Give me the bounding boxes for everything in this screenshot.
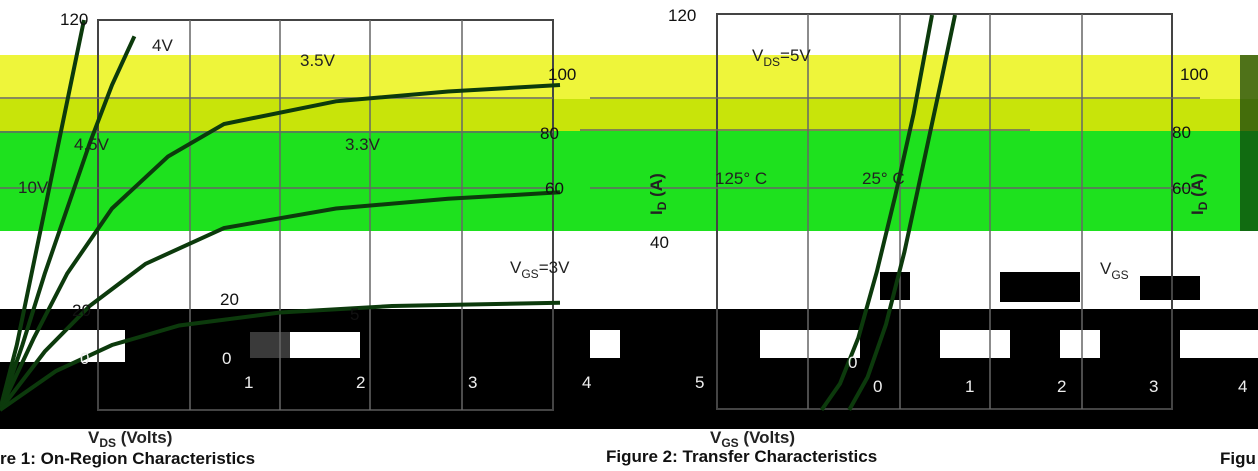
fig2-ylabel-i: I [647,210,666,215]
fig1-curve-label-4v: 4V [152,36,173,55]
fig1-series-line-1 [0,35,137,411]
fig3-curve-strip [1240,55,1258,231]
fig3-vgs-v: V [1100,259,1112,278]
fig3-ylabel-sub: D [1196,201,1210,210]
fig1-series-line-0 [0,19,86,411]
fig3-ylabel-unit: (A) [1188,173,1207,201]
fig1-curve-label-10v: 10V [18,178,49,197]
fig2-xtick: 1 [965,377,974,396]
fig1-series-line-3 [0,190,561,412]
fig2-legend-125c: 125° C [715,169,767,188]
occluder [1180,330,1258,358]
olive-band [0,99,1258,131]
fig1-curve-label-v: V [510,258,522,277]
fig1-xlabel-v: V [88,428,100,447]
fig1-ytick: 20 [72,301,91,320]
occluder [290,332,360,358]
white-bottom-band [0,429,1258,471]
fig2-ylabel-sub: D [655,201,669,210]
fig3-caption: Figu [1220,449,1256,468]
fig1-xtick: 0 [222,349,231,368]
fig1-xtick: 3 [468,373,477,392]
yellow-band [0,55,1258,99]
occluder [940,330,1010,358]
white-top-band [0,0,1258,55]
fig2-xlabel-sub: GS [721,436,738,450]
fig1-series-line-4 [0,300,561,412]
fig1-series-line-2 [0,83,561,411]
fig2-series-line-0 [819,14,934,412]
fig2-vds-sub: DS [763,55,780,69]
fig3-y-axis-title: ID (A) [1188,173,1210,215]
figure-1 [0,19,561,412]
occluder [1000,272,1080,302]
fig1-xlabel-sub: DS [99,436,116,450]
fig3-ytick: 80 [1172,123,1191,142]
fig2-legend-25c: 25° C [862,169,905,188]
occluder [1060,330,1100,358]
fig1-ytick: 0 [80,349,89,368]
fig2-vds-annotation: VDS=5V [752,46,811,69]
fig1-xtick: 2 [356,373,365,392]
fig1-curve-label-3v: VGS=3V [510,258,570,281]
fig2-ytick: 40 [650,233,669,252]
fig1-curve-label-sub: GS [521,267,538,281]
fig2-series-line-1 [847,14,957,411]
figure-2 [580,13,1200,412]
fig2-ytick: 60 [545,179,564,198]
fig1-series-group [0,19,561,412]
fig2-xtick: 5 [350,305,359,324]
fig1-caption: re 1: On-Region Characteristics [0,449,255,468]
fig2-ytick: 20 [220,290,239,309]
fig2-x-axis-title: VGS (Volts) [710,428,795,450]
fig2-ytick: 120 [668,6,696,25]
fig3-vgs-sub: GS [1111,268,1128,282]
fig2-ytick: 0 [848,353,857,372]
fig1-curve-label-4.5v: 4.5V [74,135,110,154]
fig2-y-axis-title: ID (A) [647,173,669,215]
fig3-ytick: 60 [1172,179,1191,198]
fig2-xlabel-unit: (Volts) [739,428,795,447]
fig1-xtick: 5 [695,373,704,392]
fig2-xtick: 4 [1238,377,1247,396]
fig2-vds-value: =5V [780,46,811,65]
fig2-xtick: 3 [1149,377,1158,396]
fig1-curve-label-3.3v: 3.3V [345,135,381,154]
fig1-ytick: 120 [60,10,88,29]
fig2-ytick: 80 [540,124,559,143]
fig2-series-group [819,14,957,412]
fig2-plot-frame [716,13,1173,410]
fig3-vgs-annotation: VGS [1100,259,1129,282]
fig2-ylabel-unit: (A) [647,173,666,201]
fig2-caption: Figure 2: Transfer Characteristics [606,447,877,466]
fig2-vds-v: V [752,46,764,65]
fig2-xlabel-v: V [710,428,722,447]
fig1-xlabel-unit: (Volts) [116,428,172,447]
fig3-ylabel-i: I [1188,210,1207,215]
occluder [760,330,860,358]
fig2-xtick: 2 [1057,377,1066,396]
fig1-xtick: 4 [582,373,591,392]
fig1-x-axis-title: VDS (Volts) [88,428,172,450]
fig1-curve-label-3v-value: =3V [539,258,570,277]
fig3-ytick: 100 [1180,65,1208,84]
occluder [590,330,620,358]
fig2-ytick: 100 [548,65,576,84]
green-band [0,131,1258,231]
fig1-curve-label-3.5v: 3.5V [300,51,336,70]
fig1-xtick: 1 [244,373,253,392]
fig1-plot-frame [97,19,554,411]
occluder [1140,276,1200,300]
fig2-xtick: 0 [873,377,882,396]
occluder [250,332,290,358]
